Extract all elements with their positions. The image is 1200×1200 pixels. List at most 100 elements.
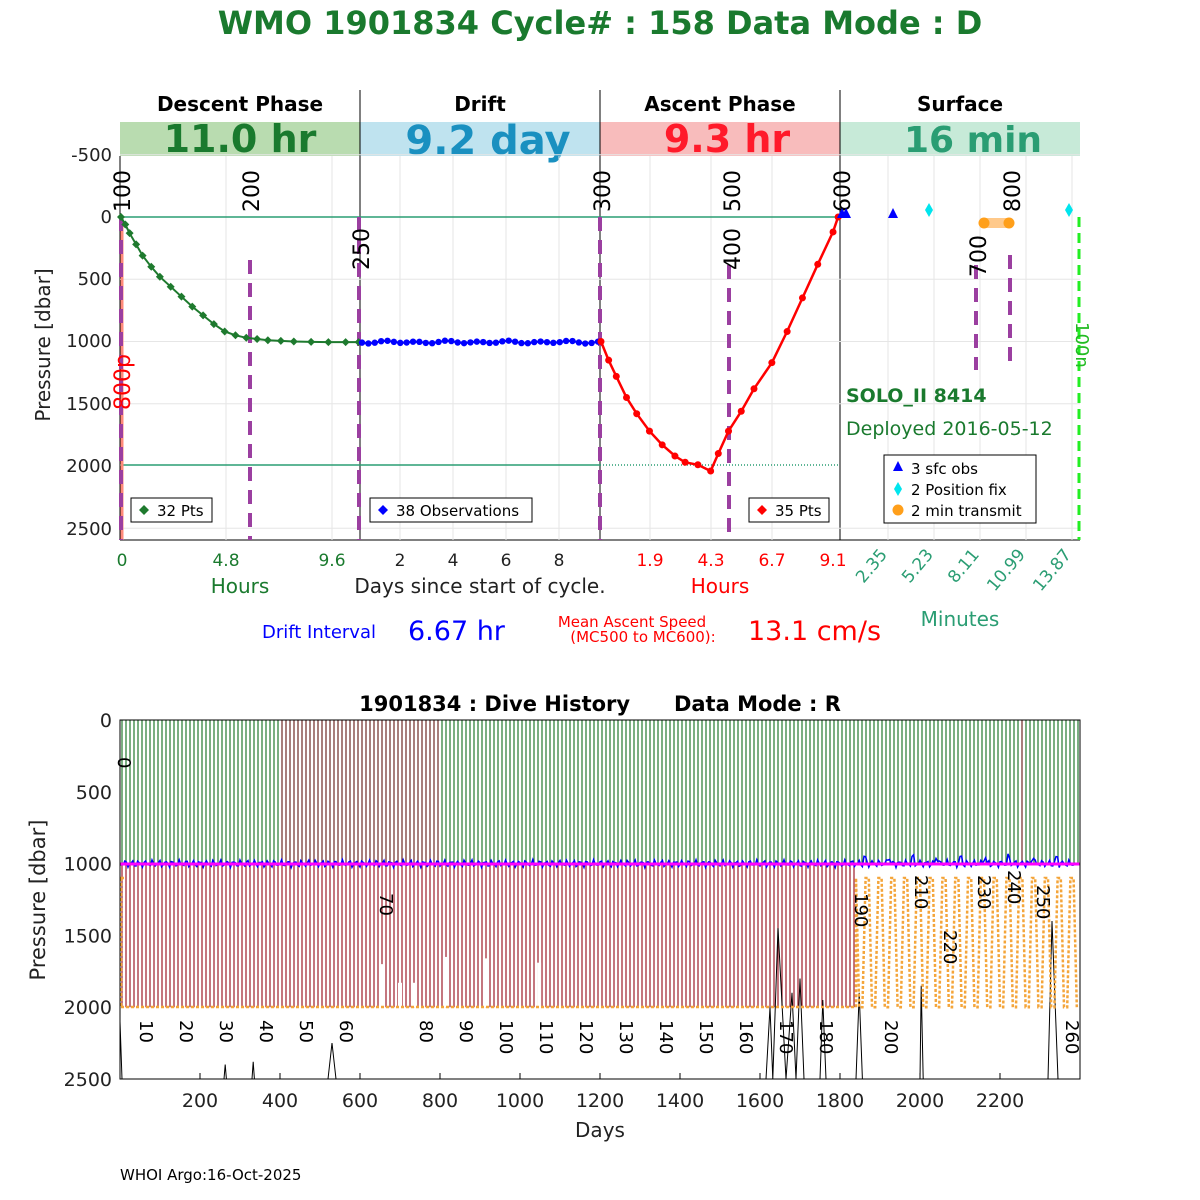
history-recent-profiles (854, 876, 1079, 1009)
data-point (518, 339, 525, 347)
cycle-label: 150 (695, 1020, 716, 1054)
cycle-label: 20 (175, 1020, 196, 1043)
history-xtick-label: 1600 (736, 1090, 784, 1112)
mc-label-300: 300 (591, 170, 616, 212)
data-point (473, 338, 481, 345)
data-point (199, 311, 208, 320)
data-point (263, 336, 272, 345)
xlabel-ascent: Hours (691, 574, 750, 598)
data-point (384, 337, 391, 344)
phase-duration-drift: 9.2 day (405, 118, 570, 164)
history-xtick-label: 1000 (496, 1090, 544, 1112)
phase-duration-ascent: 9.3 hr (664, 117, 791, 161)
phase-bar-descent (120, 122, 360, 156)
data-point (253, 335, 262, 344)
position-fix-marker (1065, 203, 1073, 217)
data-point (814, 260, 822, 268)
data-point (341, 338, 350, 347)
data-point (562, 337, 570, 345)
data-point (798, 294, 806, 302)
mc-markers (119, 217, 1012, 540)
data-point (409, 338, 417, 345)
ascent-series-line (599, 216, 840, 473)
history-ytick-label: 2000 (64, 997, 112, 1019)
data-point (486, 339, 493, 347)
drift-series-points (358, 337, 602, 347)
cycle-label: 210 (910, 875, 931, 909)
cycle-label: 60 (335, 1020, 356, 1043)
descent-series-points (117, 213, 363, 347)
history-xtick-label: 400 (262, 1090, 298, 1112)
xtick-drift: 8 (554, 551, 565, 571)
ytick-top: 1000 (66, 331, 112, 352)
data-point (582, 340, 589, 347)
sfc-obs-marker (841, 208, 851, 218)
history-xlabel: Days (575, 1118, 625, 1142)
phase-bar-drift (360, 122, 600, 156)
data-point (403, 339, 410, 346)
history-xtick-label: 200 (182, 1090, 218, 1112)
history-xtick-label: 1400 (656, 1090, 704, 1112)
xtick-surface: 5.23 (898, 545, 938, 587)
ylabel-top: Pressure [dbar] (31, 268, 55, 421)
data-point (737, 407, 745, 415)
cycle-label: 250 (1032, 885, 1053, 919)
history-xtick-label: 800 (422, 1090, 458, 1112)
xtick-ascent: 1.9 (636, 551, 663, 571)
data-point (324, 338, 333, 347)
xtick-surface: 10.99 (983, 545, 1030, 595)
data-point (550, 339, 557, 347)
history-xtick-label: 600 (342, 1090, 378, 1112)
cycle-label: 240 (1003, 870, 1024, 904)
data-point (155, 272, 164, 281)
cycle-label: 160 (735, 1020, 756, 1054)
data-point (633, 410, 641, 418)
mc-label-800: 800 (1001, 170, 1026, 212)
data-point (416, 338, 423, 346)
data-point (725, 427, 732, 435)
phase-bar-surface (840, 122, 1080, 156)
history-yticks: 0 500 1000 1500 2000 2500 (64, 710, 112, 1091)
xlabel-drift: Days since start of cycle. (354, 574, 605, 598)
mc-label-700: 700 (967, 235, 992, 277)
cycle-label: 110 (535, 1020, 556, 1054)
xtick-descent: 4.8 (212, 551, 239, 571)
data-point (505, 337, 512, 344)
cycle-label: 30 (215, 1020, 236, 1043)
mc-label-400: 400 (721, 228, 746, 270)
cycle-label: 10 (135, 1020, 156, 1043)
xtick-drift: 2 (395, 551, 406, 571)
xlabel-surface: Minutes (921, 607, 1000, 631)
cycle-label: 140 (655, 1020, 676, 1054)
cycle-label: 170 (775, 1020, 796, 1054)
data-point (605, 356, 613, 364)
xtick-ascent: 6.7 (758, 551, 785, 571)
cycle-label: 80 (415, 1020, 436, 1043)
data-point (768, 359, 776, 367)
cycle-label: 0 (113, 757, 134, 768)
data-point (397, 339, 404, 347)
cycle-label: 120 (575, 1020, 596, 1054)
legend-ascent: 35 Pts (748, 497, 830, 523)
xtick-drift: 6 (501, 551, 512, 571)
data-point (138, 251, 147, 260)
cycle-label: 50 (295, 1020, 316, 1043)
xtick-surface: 13.87 (1029, 545, 1076, 595)
legend-drift: 38 Observations (369, 497, 533, 523)
data-point (707, 467, 715, 475)
mc-label-100: 100 (111, 170, 136, 212)
data-point (117, 213, 125, 221)
data-point (307, 337, 316, 346)
ascent-speed-value: 13.1 cm/s (748, 616, 881, 647)
xtick-surface: 2.35 (852, 545, 892, 587)
mc-label-600: 600 (831, 170, 856, 212)
data-point (623, 394, 630, 402)
data-point (166, 282, 175, 291)
cycle-label: 190 (850, 893, 871, 927)
data-point (276, 336, 285, 345)
ytick-top: 2500 (66, 519, 112, 540)
data-point (147, 262, 156, 271)
xtick-ascent: 9.1 (819, 551, 846, 571)
data-point (231, 331, 240, 340)
history-cycle-labels: 0 10 20 30 40 50 60 70 80 90 100 110 120 130 140 150 160… (113, 757, 1082, 1054)
